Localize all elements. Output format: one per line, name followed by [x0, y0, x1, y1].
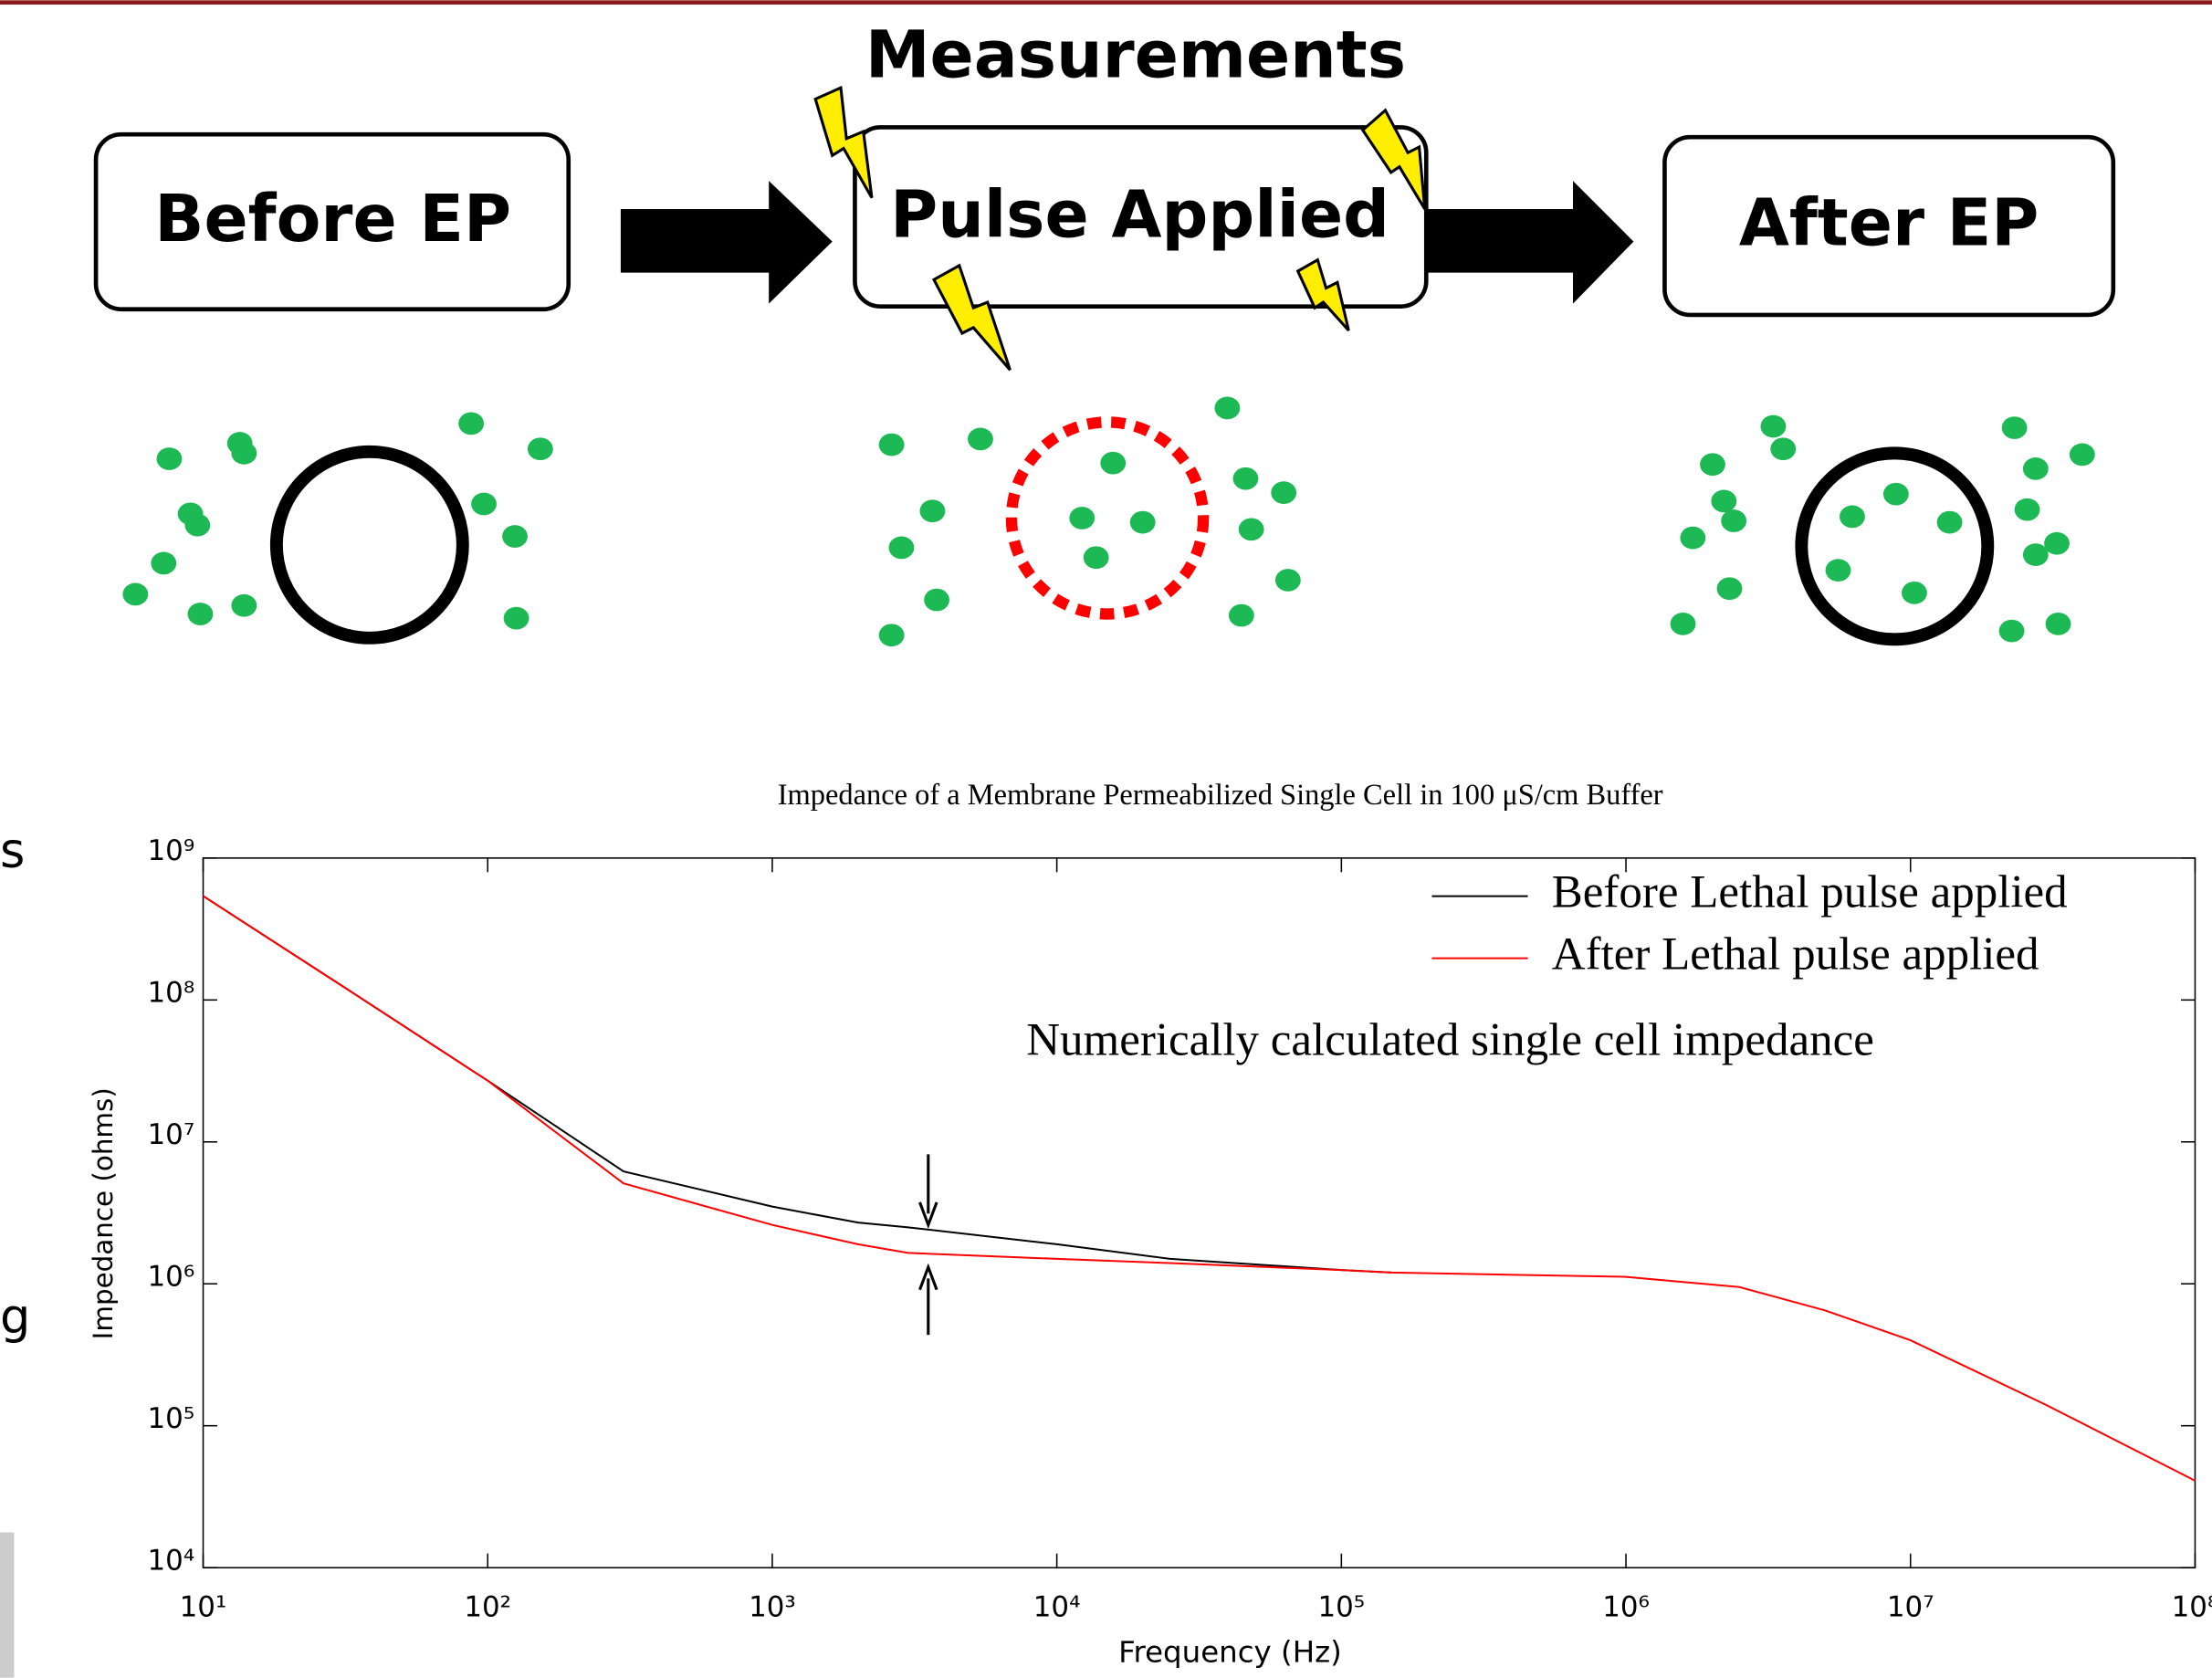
- molecule: [2014, 498, 2040, 521]
- molecule: [1228, 603, 1254, 627]
- y-tick-label: 10⁷: [148, 1118, 195, 1151]
- molecule: [878, 433, 905, 456]
- molecule: [1840, 505, 1865, 529]
- molecule: [924, 588, 949, 612]
- molecule: [1069, 507, 1096, 530]
- series-line: [202, 895, 1392, 1274]
- cell-after: [1795, 446, 1995, 646]
- molecule: [1760, 414, 1787, 438]
- molecule: [1882, 482, 1909, 506]
- x-tick-label: 10³: [749, 1590, 796, 1623]
- difference-arrows: [918, 1154, 938, 1336]
- y-tick-label: 10⁹: [148, 834, 195, 867]
- molecule: [878, 624, 905, 647]
- molecule: [1232, 467, 1259, 490]
- chart-title: Impedance of a Membrane Permeabilized Si…: [778, 779, 1663, 812]
- molecule: [187, 603, 214, 625]
- cell-permeabilized: [1005, 416, 1210, 620]
- molecule: [1271, 481, 1297, 504]
- plot-frame: [202, 857, 2196, 1568]
- side-text: s: [0, 823, 25, 879]
- molecule: [151, 551, 177, 575]
- annotation: Numerically calculated single cell imped…: [1026, 1015, 1874, 1066]
- arrow: [620, 181, 833, 304]
- molecule: [1680, 526, 1706, 550]
- molecule: [1902, 581, 1927, 604]
- molecule: [156, 447, 183, 470]
- molecule: [1274, 569, 1301, 592]
- side-panel: [0, 1532, 15, 1678]
- molecule: [919, 499, 946, 523]
- lightning: [931, 263, 1012, 372]
- diagram-title: Measurements: [865, 17, 1406, 93]
- molecule: [502, 525, 528, 548]
- molecule: [1716, 577, 1743, 601]
- x-tick-label: 10⁸: [2172, 1590, 2212, 1623]
- x-tick-label: 10⁴: [1033, 1590, 1081, 1623]
- x-tick-label: 10⁵: [1317, 1590, 1365, 1623]
- y-tick-label: 10⁴: [148, 1544, 195, 1577]
- molecule: [503, 606, 529, 630]
- legend-label: After Lethal pulse applied: [1552, 928, 2039, 980]
- lightning: [1295, 257, 1350, 331]
- stage-box: [93, 131, 571, 312]
- molecule: [1700, 453, 1725, 477]
- molecules: [122, 396, 2095, 647]
- molecule: [1238, 518, 1264, 541]
- molecule: [1998, 619, 2025, 643]
- molecule: [1214, 396, 1241, 420]
- molecule: [1721, 509, 1747, 532]
- molecule: [1711, 489, 1737, 513]
- molecule: [1770, 437, 1797, 461]
- x-axis-label: Frequency (Hz): [1118, 1634, 1342, 1669]
- molecule: [2044, 531, 2070, 555]
- cell-intact: [269, 445, 469, 645]
- stage-label: Before EP: [154, 181, 511, 257]
- lightning: [1360, 108, 1427, 210]
- molecule: [968, 427, 993, 451]
- series-line: [202, 895, 2196, 1482]
- side-text: g: [0, 1289, 30, 1345]
- lightning: [813, 85, 874, 199]
- molecule: [231, 442, 257, 465]
- molecule: [2069, 443, 2095, 467]
- molecule: [2022, 543, 2049, 566]
- stage-box: [1662, 134, 2116, 318]
- molecule: [1100, 451, 1127, 475]
- legend-label: Before Lethal pulse applied: [1552, 866, 2068, 918]
- molecule: [458, 412, 485, 435]
- y-tick-label: 10⁶: [148, 1261, 195, 1294]
- molecule: [2001, 416, 2028, 439]
- molecule: [1083, 546, 1109, 570]
- y-tick-label: 10⁵: [148, 1402, 195, 1435]
- molecule: [231, 593, 257, 617]
- molecule: [2045, 612, 2071, 635]
- stage-label: Pulse Applied: [890, 176, 1389, 252]
- stage-box: [853, 125, 1429, 309]
- lightning-group: [813, 85, 1427, 372]
- stage-label: After EP: [1739, 185, 2039, 261]
- molecule: [1825, 559, 1851, 582]
- y-axis-label: Impedance (ohms): [88, 1087, 119, 1339]
- molecule: [2022, 457, 2049, 480]
- arrow: [1427, 181, 1634, 304]
- molecule: [888, 536, 915, 560]
- x-tick-label: 10⁶: [1602, 1590, 1650, 1623]
- molecule: [122, 582, 149, 606]
- molecule: [184, 513, 211, 537]
- molecule: [1936, 510, 1963, 534]
- x-tick-label: 10⁷: [1887, 1590, 1934, 1623]
- molecule: [527, 437, 553, 461]
- molecule: [1129, 510, 1156, 534]
- top-rule: [0, 0, 2212, 5]
- x-tick-label: 10²: [464, 1590, 511, 1623]
- y-tick-label: 10⁸: [148, 977, 195, 1010]
- molecule: [1670, 612, 1696, 635]
- x-tick-label: 10¹: [180, 1590, 227, 1623]
- molecule: [471, 492, 497, 516]
